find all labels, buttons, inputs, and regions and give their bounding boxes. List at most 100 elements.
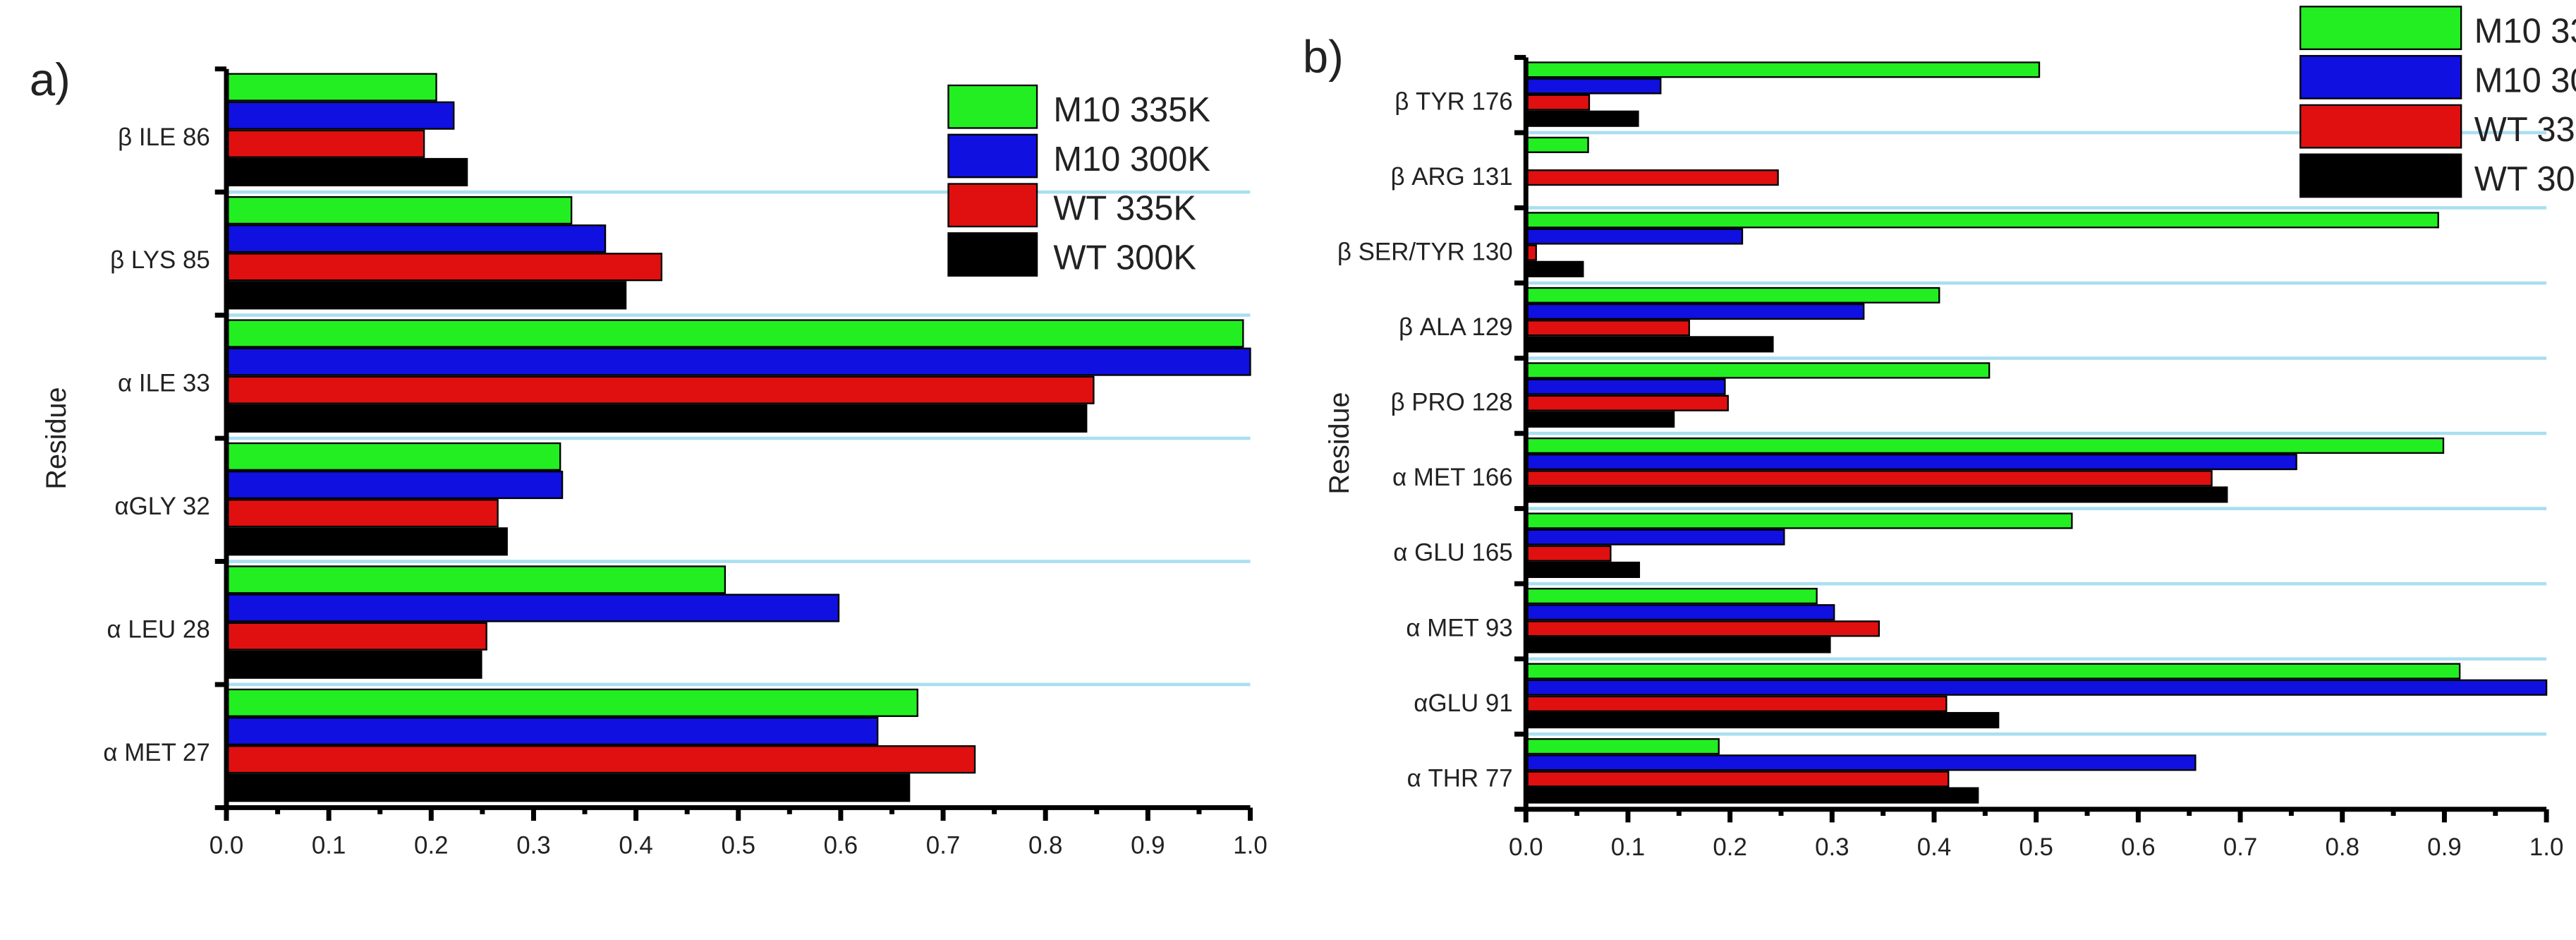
panel-a-y-tick-label: β ILE 86 [118, 123, 210, 151]
panel-a-x-tick-label: 0.2 [414, 832, 448, 860]
panel-b-x-tick-label: 0.3 [1815, 833, 1849, 861]
panel-b-legend-swatch-m10-335k [2299, 6, 2462, 50]
panel-a-bar-wt-300k [225, 281, 627, 310]
panel-b-y-axis-title: Residue [1324, 392, 1355, 495]
panel-b-bar-wt-335k [1525, 771, 1950, 788]
panel-a-bar-wt-300k [225, 773, 911, 802]
panel-a-legend-label-wt-300k: WT 300K [1053, 239, 1196, 277]
panel-a-x-tick-label: 0.7 [926, 832, 960, 860]
panel-b-bar-m10-335k [1525, 738, 1720, 755]
panel-b-bar-wt-335k [1525, 169, 1779, 186]
panel-b-y-tick-label: α MET 166 [1392, 464, 1513, 491]
panel-a-x-tick-label: 0.8 [1028, 832, 1062, 860]
panel-a-legend-swatch-m10-335k [947, 84, 1038, 129]
panel-b-bar-wt-300k [1525, 486, 2228, 503]
panel-b-bar-wt-300k [1525, 110, 1639, 127]
panel-a-legend-label-wt-335k: WT 335K [1053, 190, 1196, 228]
panel-a-legend-swatch-m10-300k [947, 133, 1038, 179]
panel-a-bar-wt-335k [225, 499, 499, 528]
panel-b-y-tick-label: β SER/TYR 130 [1337, 239, 1513, 266]
panel-b-x-tick-label: 0.0 [1509, 833, 1543, 861]
panel-b-bar-m10-300k [1525, 754, 2197, 771]
panel-a-x-tick-label: 0.3 [516, 832, 550, 860]
panel-a-y-tick-label: αGLY 32 [115, 493, 210, 520]
panel-b-bar-wt-335k [1525, 470, 2213, 487]
panel-a-bar-m10-300k [225, 347, 1251, 376]
panel-b-y-tick-label: α MET 93 [1406, 614, 1512, 641]
panel-a-legend: M10 335K M10 300K WT 335K WT 300K [947, 84, 1210, 277]
panel-a-x-tick-label: 0.4 [619, 832, 652, 860]
panel-a-x-tick-label: 1.0 [1233, 832, 1267, 860]
panel-b-bar-m10-335k [1525, 437, 2445, 454]
panel-a-bar-m10-300k [225, 471, 564, 500]
panel-a-x-tick-label: 0.0 [209, 832, 243, 860]
panel-a-bar-wt-300k [225, 404, 1088, 433]
panel-a-y-tick-label: α LEU 28 [107, 616, 210, 644]
panel-b-panel-label: b) [1303, 30, 1344, 82]
panel-a-legend-label-m10-335k: M10 335K [1053, 91, 1210, 129]
panel-b-bar-m10-300k [1525, 78, 1662, 95]
panel-b-bar-m10-300k [1525, 529, 1785, 546]
panel-a-x-tick-label: 0.6 [824, 832, 858, 860]
panel-a-bar-wt-300k [225, 157, 468, 187]
panel-a-bar-m10-300k [225, 224, 607, 253]
panel-a-y-tick-label: α MET 27 [103, 739, 209, 766]
panel-b-bar-wt-300k [1525, 637, 1831, 653]
panel-b-x-tick-label: 0.4 [1917, 833, 1951, 861]
panel-b-legend-label-m10-300k: M10 300K [2474, 61, 2576, 100]
panel-b-y-tick-label: β ALA 129 [1399, 313, 1513, 341]
panel-b-x-tick-label: 0.2 [1713, 833, 1746, 861]
panel-a-bar-wt-335k [225, 129, 425, 158]
panel-a-legend-swatch-wt-300k [947, 232, 1038, 277]
panel-b-bar-wt-335k [1525, 394, 1729, 411]
panel-b-legend-swatch-wt-335k [2299, 104, 2462, 149]
panel-b-x-tick-label: 0.5 [2019, 833, 2053, 861]
panel-b-x-tick-label: 0.1 [1611, 833, 1645, 861]
panel-b-bar-m10-300k [1525, 604, 1835, 621]
panel-b-y-tick-label: β TYR 176 [1395, 88, 1512, 116]
panel-b-y-tick-label: αGLU 91 [1414, 689, 1512, 717]
panel-b-x-tick-label: 0.8 [2325, 833, 2359, 861]
panel-b-bar-wt-335k [1525, 94, 1591, 111]
panel-b-legend-swatch-wt-300k [2299, 153, 2462, 198]
panel-a-y-tick-label: α ILE 33 [118, 370, 210, 397]
panel-b-bar-m10-335k [1525, 212, 2439, 229]
panel-b-bar-wt-335k [1525, 620, 1881, 637]
panel-a-panel-label: a) [30, 54, 71, 105]
panel-b-y-tick-label: α THR 77 [1407, 764, 1513, 792]
panel-a-y-axis-title: Residue [41, 387, 72, 490]
panel-b-legend-swatch-m10-300k [2299, 54, 2462, 100]
panel-b-legend-label-wt-300k: WT 300K [2474, 160, 2576, 198]
panel-b-bar-wt-300k [1525, 411, 1675, 428]
panel-a-bar-wt-300k [225, 527, 508, 556]
panel-b-y-tick-label: β PRO 128 [1390, 389, 1512, 416]
panel-b-bar-wt-300k [1525, 561, 1641, 579]
panel-b-chart: β TYR 176 β ARG 131 β SER/TYR 130 β ALA 129… [1303, 6, 2576, 861]
panel-b-bar-m10-300k [1525, 228, 1744, 245]
panel-b-bar-m10-300k [1525, 679, 2548, 696]
panel-b-bar-m10-335k [1525, 512, 2073, 529]
panel-b-y-tick-label: α GLU 165 [1393, 539, 1512, 567]
panel-b-bar-wt-335k [1525, 695, 1948, 712]
panel-a-legend-swatch-wt-335k [947, 183, 1038, 228]
panel-b-bar-m10-335k [1525, 362, 1991, 379]
panel-a-bar-m10-335k [225, 195, 573, 225]
panel-a-x-tick-label: 0.5 [722, 832, 755, 860]
panel-a-bar-m10-335k [225, 73, 437, 102]
panel-a-bar-m10-300k [225, 716, 879, 746]
panel-a-chart: β ILE 86 β LYS 85 α ILE 33 αGLY 32 α LEU 28 α… [30, 54, 1268, 860]
panel-b-bar-m10-300k [1525, 303, 1865, 320]
panel-b-bar-wt-300k [1525, 711, 2000, 729]
panel-a-bar-m10-300k [225, 101, 455, 130]
panel-b-x-tick-label: 0.9 [2427, 833, 2461, 861]
panel-b-legend-label-wt-335k: WT 335K [2474, 111, 2576, 149]
panel-b-bar-wt-300k [1525, 787, 1979, 804]
panel-b-bar-m10-300k [1525, 378, 1726, 395]
panel-a-bar-m10-300k [225, 593, 840, 622]
panel-b-bar-wt-300k [1525, 336, 1774, 353]
panel-b-bar-m10-335k [1525, 61, 2041, 78]
panel-b-bar-m10-300k [1525, 454, 2297, 471]
panel-b-bar-wt-335k [1525, 545, 1612, 562]
panel-b-y-tick-label: β ARG 131 [1390, 163, 1512, 191]
